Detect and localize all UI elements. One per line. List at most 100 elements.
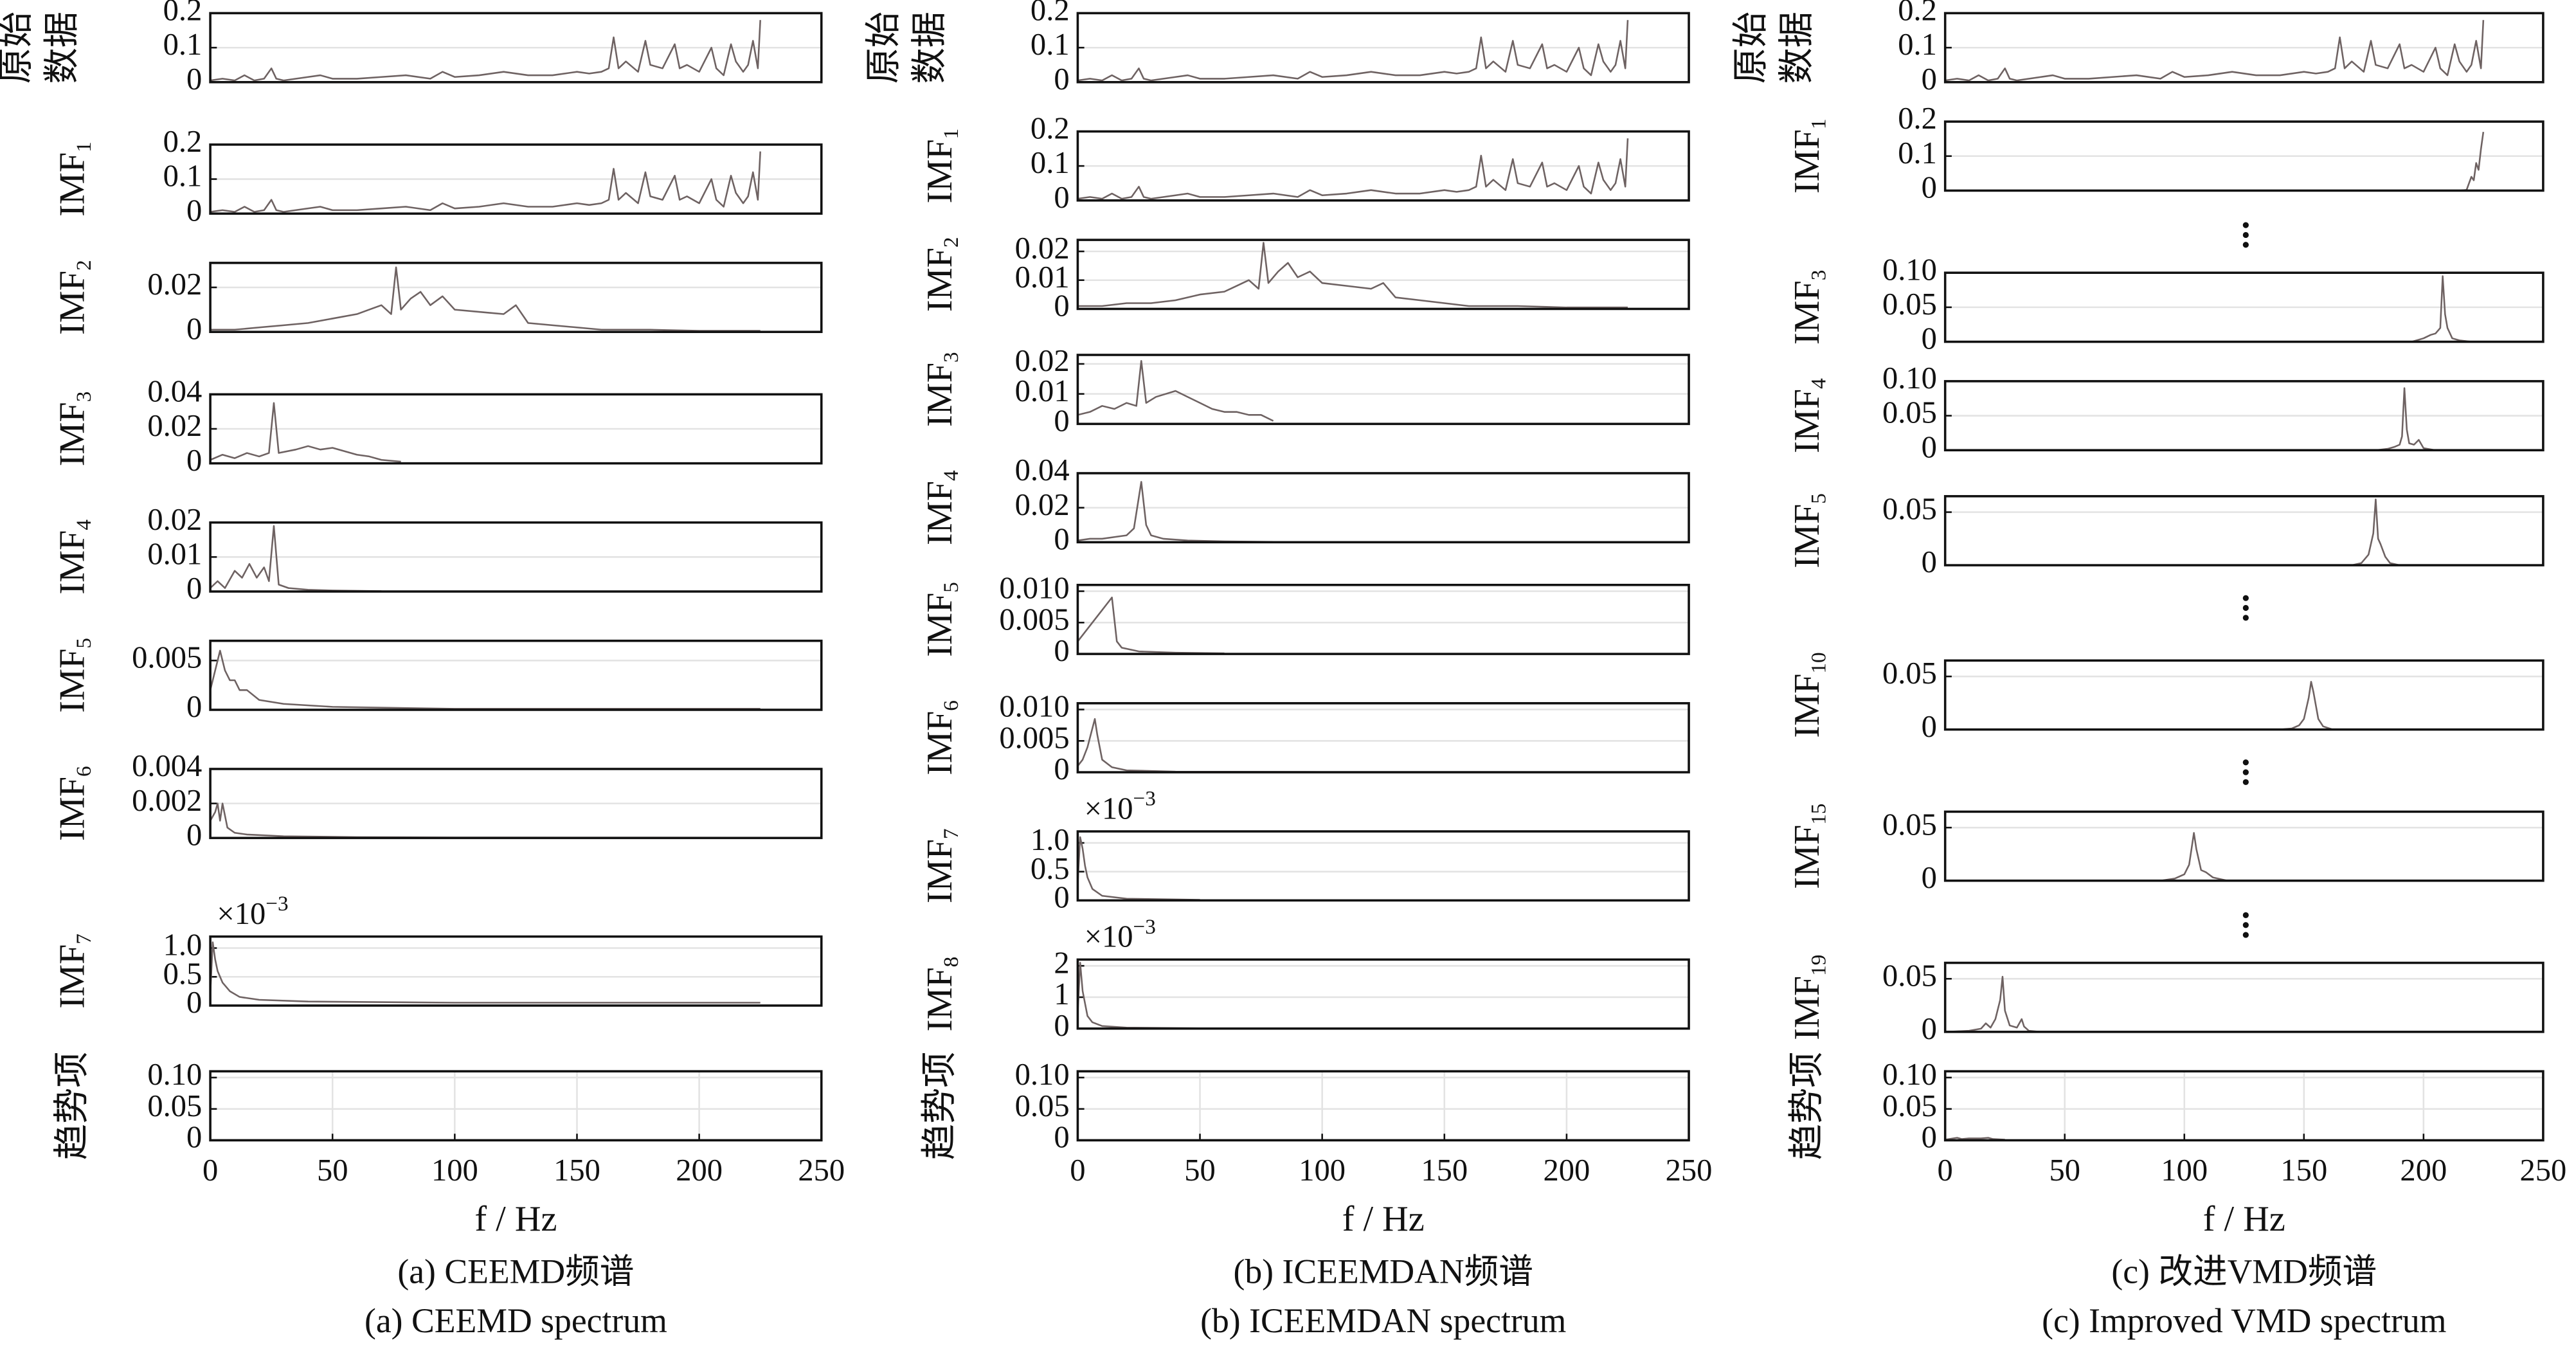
plot-frame (1076, 354, 1690, 426)
y-tick-label: 0.010 (999, 571, 1069, 606)
y-axis-label-sub: 10 (1806, 652, 1830, 673)
ellipsis-dot (2242, 231, 2249, 239)
y-tick-label: 0 (186, 1120, 202, 1155)
plot-frame (1076, 12, 1690, 84)
ellipsis-dot (2242, 222, 2249, 228)
y-axis-label: 原始 (0, 12, 37, 84)
y-tick-label: 0.02 (147, 408, 202, 443)
y-axis-label-main: IMF (1787, 280, 1827, 345)
plot-frame (1943, 1070, 2544, 1142)
y-tick-label: 0 (1054, 752, 1069, 786)
y-axis-label-main: IMF (1787, 976, 1827, 1040)
y-axis-label-main: IMF (920, 711, 960, 775)
y-axis-label-main: IMF (1787, 825, 1827, 889)
x-tick-label: 50 (2049, 1153, 2080, 1188)
y-axis-label-sub: 5 (72, 638, 96, 649)
y-axis-label-main: 趋势项 (920, 1052, 960, 1161)
y-axis-label: IMF7 (920, 828, 963, 903)
plot-frame (209, 262, 823, 334)
ellipsis-dot (2242, 779, 2249, 786)
y-tick-label: 0 (1922, 321, 1937, 356)
y-axis-label: IMF3 (920, 352, 963, 427)
y-axis-label: IMF5 (1787, 493, 1830, 568)
y-tick-label: 0.1 (1031, 145, 1070, 180)
y-axis-label-main: IMF (920, 248, 960, 312)
y-axis-label-main: IMF (920, 481, 960, 545)
y-axis-label-main: IMF (52, 271, 92, 335)
y-axis-label-sub: 3 (72, 392, 96, 402)
y-axis-label-sub: 3 (1806, 270, 1830, 281)
y-tick-label: 0.01 (147, 536, 202, 571)
y-tick-label: 0 (1922, 1011, 1937, 1046)
y-tick-label: 0 (1054, 403, 1069, 438)
plot-frame (209, 393, 823, 465)
spectrum-line (2351, 498, 2400, 566)
y-tick-label: 0.04 (147, 374, 202, 408)
plot-frame (1943, 12, 2544, 84)
spectrum-line (1945, 975, 2041, 1033)
y-axis-label-main: 趋势项 (1787, 1052, 1827, 1161)
y-axis-label-sub: 4 (939, 470, 963, 481)
y-tick-label: 0.10 (1015, 1057, 1070, 1092)
plot-frame (1943, 380, 2544, 451)
y-axis-label: IMF8 (920, 957, 963, 1032)
y-tick-label: 0 (1054, 880, 1069, 915)
y-axis-label: IMF15 (1787, 803, 1830, 889)
y-axis-label-sub: 1 (939, 129, 963, 140)
y-tick-label: 0 (1922, 429, 1937, 464)
y-axis-label-main: 趋势项 (52, 1052, 92, 1161)
y-axis-label-sub: 3 (939, 352, 963, 363)
y-tick-label: 0.04 (1015, 453, 1070, 487)
y-tick-label: 0 (1054, 180, 1069, 215)
y-tick-label: 0 (186, 62, 202, 96)
y-tick-label: 0 (1922, 62, 1937, 96)
ellipsis-dot (2242, 595, 2249, 601)
ellipsis-marks (2242, 222, 2249, 938)
x-tick-label: 0 (203, 1153, 218, 1188)
plot-frame (1943, 961, 2544, 1033)
spectrum-line (209, 941, 761, 1004)
spectrum-line (210, 151, 761, 213)
y-multiplier: ×10−3 (1085, 914, 1156, 954)
y-axis-label-sub: 4 (1806, 378, 1830, 389)
y-axis-label: IMF19 (1787, 955, 1830, 1040)
y-axis-label: IMF6 (52, 766, 95, 841)
y-axis-label-main: IMF (920, 363, 960, 427)
y-tick-label: 0 (186, 443, 202, 478)
plot-frame (1076, 1070, 1690, 1142)
spectrum-line (210, 525, 382, 592)
y-tick-label: 0.02 (1015, 231, 1070, 266)
ellipsis-dot (2242, 932, 2249, 938)
spectrum-line (1945, 20, 2485, 82)
y-axis-label: 原始 (864, 12, 904, 84)
y-axis-label: IMF5 (52, 638, 95, 713)
ellipsis-dot (2242, 912, 2249, 919)
plot-frame (1943, 810, 2544, 882)
y-tick-label: 0 (1922, 1120, 1937, 1155)
y-axis-label-sub: 5 (1806, 493, 1830, 504)
ellipsis-dot (2242, 769, 2249, 775)
spectrum-line (210, 266, 761, 332)
plot-frame (1076, 830, 1690, 902)
plot-frame (1943, 659, 2544, 731)
y-axis-label-main: IMF (1787, 129, 1827, 194)
y-tick-label: 0.2 (163, 0, 203, 28)
ellipsis-dot (2242, 922, 2249, 928)
x-tick-label: 250 (2519, 1153, 2566, 1188)
y-axis-label-sub: 15 (1806, 803, 1830, 824)
y-tick-label: 0 (186, 193, 202, 228)
y-axis-label-sub: 7 (72, 934, 96, 945)
spectrum-line (1077, 481, 1274, 543)
y-tick-label: 0.10 (147, 1057, 202, 1092)
y-tick-label: 0.02 (1015, 487, 1070, 522)
y-tick-label: 0 (1922, 860, 1937, 895)
y-tick-label: 0.05 (1882, 958, 1937, 993)
x-tick-label: 250 (1666, 1153, 1713, 1188)
y-axis-label: IMF4 (1787, 378, 1830, 453)
y-axis-label-sub: 4 (72, 520, 96, 530)
y-axis-label: IMF1 (920, 129, 963, 204)
y-axis-label: 数据 (1778, 12, 1817, 84)
y-tick-label: 0 (1054, 521, 1069, 556)
y-multiplier-exp: −3 (1133, 914, 1156, 938)
y-tick-label: 0 (186, 817, 202, 852)
